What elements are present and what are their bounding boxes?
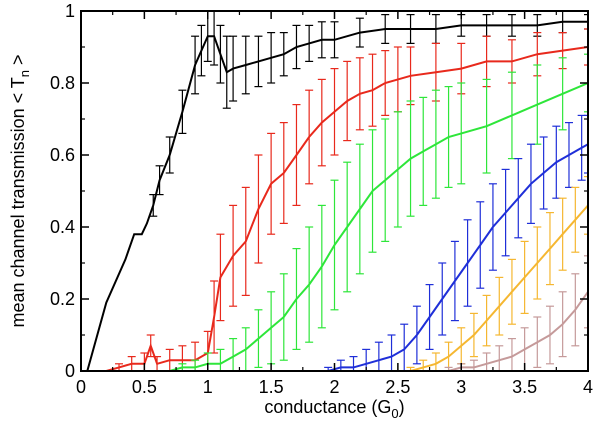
x-axis-title-main: conductance (G bbox=[264, 397, 391, 417]
y-tick-label: 1 bbox=[65, 1, 75, 21]
x-axis-title-sub: 0 bbox=[391, 406, 398, 421]
series-0 bbox=[86, 11, 588, 371]
ticks-layer: 0 0.5 1 1.5 2 2.5 3 3.5 4 0 0.2 0.4 0.6 0.8 1 bbox=[50, 1, 593, 397]
x-axis-title: conductance (G0) bbox=[264, 397, 404, 421]
series-line bbox=[327, 143, 588, 371]
y-tick-label: 0.8 bbox=[50, 73, 75, 93]
series-2 bbox=[169, 53, 588, 371]
x-tick-label: 2 bbox=[329, 377, 339, 397]
y-tick-label: 0 bbox=[65, 361, 75, 381]
series-4 bbox=[406, 176, 588, 371]
y-tick-label: 0.4 bbox=[50, 217, 75, 237]
x-axis-title-close: ) bbox=[399, 397, 405, 417]
series-5 bbox=[444, 255, 588, 371]
x-tick-label: 3.5 bbox=[512, 377, 537, 397]
series-line bbox=[86, 20, 588, 371]
series-layer bbox=[86, 11, 588, 371]
y-axis-title-sub: n bbox=[17, 70, 32, 77]
y-axis-title-main: mean channel transmission < T bbox=[8, 77, 28, 327]
series-line bbox=[410, 204, 588, 371]
y-axis-title-close: > bbox=[8, 54, 28, 70]
x-tick-label: 3 bbox=[456, 377, 466, 397]
y-tick-label: 0.6 bbox=[50, 145, 75, 165]
series-line bbox=[448, 291, 588, 371]
x-tick-label: 0 bbox=[76, 377, 86, 397]
x-tick-label: 1 bbox=[203, 377, 213, 397]
y-tick-label: 0.2 bbox=[50, 289, 75, 309]
series-1 bbox=[106, 28, 588, 371]
series-3 bbox=[324, 114, 588, 371]
x-tick-label: 0.5 bbox=[132, 377, 157, 397]
y-axis-title: mean channel transmission < Tn > bbox=[8, 54, 32, 327]
x-tick-label: 2.5 bbox=[385, 377, 410, 397]
series-line bbox=[169, 82, 588, 371]
x-tick-label: 1.5 bbox=[259, 377, 284, 397]
series-line bbox=[106, 46, 588, 371]
x-tick-label: 4 bbox=[583, 377, 593, 397]
